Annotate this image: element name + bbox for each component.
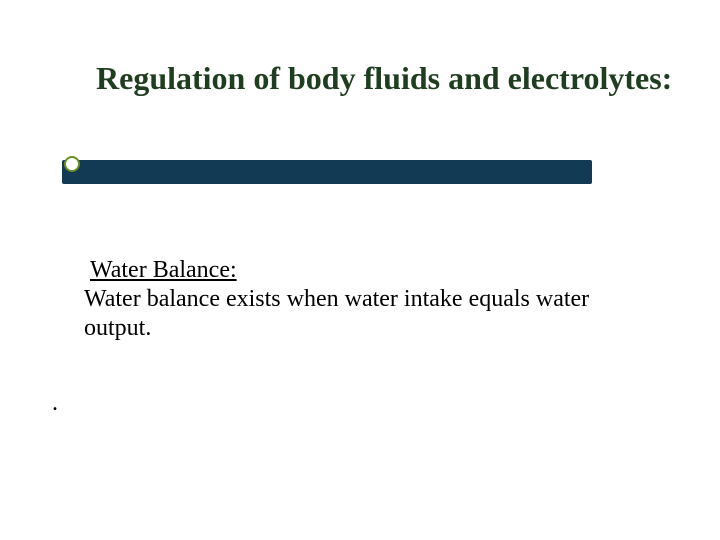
title-rule bbox=[62, 150, 592, 174]
body-block: Water Balance: Water balance exists when… bbox=[84, 256, 644, 342]
title-block: Regulation of body fluids and electrolyt… bbox=[96, 60, 672, 97]
slide: Regulation of body fluids and electrolyt… bbox=[0, 0, 720, 540]
slide-title: Regulation of body fluids and electrolyt… bbox=[96, 60, 672, 97]
body-text: Water balance exists when water intake e… bbox=[84, 285, 644, 343]
rule-bar bbox=[62, 160, 592, 184]
stray-period: . bbox=[52, 390, 58, 417]
rule-bullet-icon bbox=[64, 156, 80, 172]
subheading: Water Balance: bbox=[90, 256, 644, 285]
